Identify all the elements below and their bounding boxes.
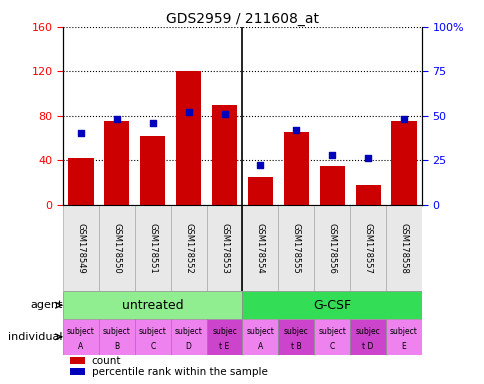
Bar [278, 205, 314, 291]
Bar [170, 205, 206, 291]
Point [113, 116, 121, 122]
Text: subjec: subjec [355, 327, 380, 336]
Text: individual: individual [8, 332, 62, 342]
Point [149, 120, 156, 126]
Point [363, 155, 371, 161]
Text: GSM178552: GSM178552 [184, 223, 193, 273]
Bar [63, 291, 242, 319]
Bar [140, 136, 165, 205]
Title: GDS2959 / 211608_at: GDS2959 / 211608_at [166, 12, 318, 26]
Text: count: count [91, 356, 121, 366]
Text: agent: agent [30, 300, 62, 310]
Text: E: E [401, 342, 406, 351]
Text: untreated: untreated [121, 299, 183, 312]
Text: B: B [114, 342, 119, 351]
Bar [68, 158, 93, 205]
Text: subject: subject [138, 327, 166, 336]
Bar [170, 319, 206, 354]
Text: A: A [78, 342, 83, 351]
Text: subject: subject [318, 327, 346, 336]
Bar [206, 319, 242, 354]
Bar [319, 166, 344, 205]
Text: GSM178549: GSM178549 [76, 223, 85, 273]
Text: subject: subject [246, 327, 274, 336]
Text: GSM178551: GSM178551 [148, 223, 157, 273]
Text: GSM178550: GSM178550 [112, 223, 121, 273]
Bar [135, 319, 170, 354]
Text: subject: subject [174, 327, 202, 336]
Bar [99, 205, 135, 291]
Bar [63, 319, 99, 354]
Text: t D: t D [362, 342, 373, 351]
Bar [349, 205, 385, 291]
Bar [385, 319, 421, 354]
Point [292, 127, 300, 133]
Text: percentile rank within the sample: percentile rank within the sample [91, 367, 267, 377]
Text: GSM178555: GSM178555 [291, 223, 300, 273]
Bar [355, 185, 380, 205]
Bar [70, 367, 84, 375]
Bar [176, 71, 201, 205]
Bar [99, 319, 135, 354]
Bar [385, 205, 421, 291]
Point [256, 162, 264, 169]
Text: GSM178553: GSM178553 [220, 223, 228, 273]
Text: GSM178557: GSM178557 [363, 223, 372, 273]
Text: subject: subject [389, 327, 417, 336]
Bar [349, 319, 385, 354]
Bar [212, 104, 237, 205]
Bar [314, 205, 349, 291]
Bar [391, 121, 416, 205]
Bar [242, 291, 421, 319]
Text: GSM178554: GSM178554 [256, 223, 264, 273]
Text: subject: subject [103, 327, 131, 336]
Text: C: C [150, 342, 155, 351]
Bar [314, 319, 349, 354]
Point [399, 116, 407, 122]
Bar [70, 357, 84, 364]
Bar [63, 205, 99, 291]
Text: G-CSF: G-CSF [313, 299, 350, 312]
Text: GSM178556: GSM178556 [327, 223, 336, 273]
Text: A: A [257, 342, 262, 351]
Text: subjec: subjec [283, 327, 308, 336]
Bar [278, 319, 314, 354]
Text: C: C [329, 342, 334, 351]
Bar [206, 205, 242, 291]
Point [220, 111, 228, 117]
Point [77, 131, 85, 137]
Bar [283, 132, 308, 205]
Bar [242, 205, 278, 291]
Text: GSM178558: GSM178558 [399, 223, 408, 273]
Bar [104, 121, 129, 205]
Point [328, 152, 335, 158]
Bar [247, 177, 272, 205]
Text: t E: t E [219, 342, 229, 351]
Text: subjec: subjec [212, 327, 237, 336]
Text: t B: t B [290, 342, 301, 351]
Bar [135, 205, 170, 291]
Text: subject: subject [67, 327, 95, 336]
Text: D: D [185, 342, 191, 351]
Point [184, 109, 192, 115]
Bar [242, 319, 278, 354]
